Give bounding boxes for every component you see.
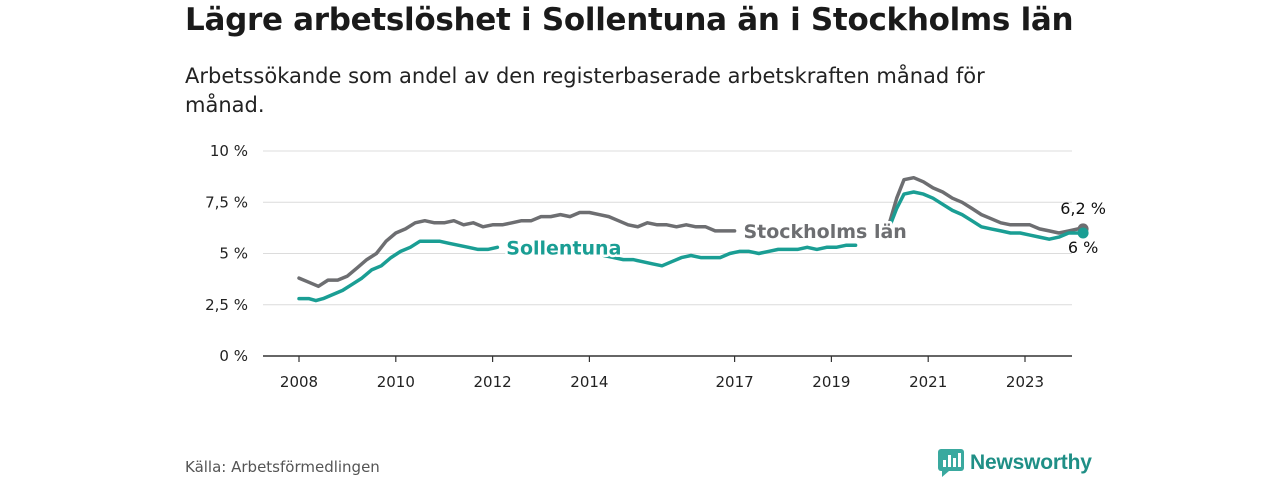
series-line-stockholms-lan [297, 210, 737, 289]
x-tick-label: 2019 [812, 373, 850, 391]
y-tick-label: 5 % [219, 245, 248, 263]
x-tick-label: 2012 [474, 373, 512, 391]
series-line-sollentuna [602, 243, 858, 268]
series-label: Stockholms län [743, 221, 906, 243]
end-value-label: 6,2 % [1060, 199, 1106, 218]
end-value-label: 6 % [1068, 238, 1098, 257]
source-note: Källa: Arbetsförmedlingen [185, 458, 380, 476]
series-line-sollentuna [297, 239, 500, 303]
newsworthy-icon [938, 449, 964, 477]
chart-title: Lägre arbetslöshet i Sollentuna än i Sto… [185, 2, 1074, 38]
x-tick-label: 2014 [570, 373, 608, 391]
series-label: Sollentuna [506, 237, 621, 259]
x-tick-label: 2008 [280, 373, 318, 391]
chart-subtitle: Arbetssökande som andel av den registerb… [185, 64, 985, 117]
y-tick-label: 7,5 % [205, 193, 248, 211]
series-line-sollentuna [887, 190, 1085, 241]
y-tick-label: 2,5 % [205, 296, 248, 314]
y-axis-ticks: 0 % 2,5 % 5 % 7,5 % 10 % [205, 142, 248, 365]
gridlines [263, 150, 1072, 306]
brand-name: Newsworthy [970, 451, 1092, 474]
x-tick-label: 2017 [716, 373, 754, 391]
end-point-marker [1077, 227, 1089, 239]
x-tick-label: 2023 [1006, 373, 1044, 391]
series-line-stockholms-lan [887, 175, 1085, 235]
series-labels: 6,2 % 6 % Stockholms län Sollentuna [504, 199, 1106, 262]
x-tick-label: 2010 [377, 373, 415, 391]
y-tick-label: 0 % [219, 347, 248, 365]
series-lines [297, 175, 1089, 303]
y-tick-label: 10 % [210, 142, 248, 160]
x-axis: 2008 2010 2012 2014 2017 2019 2021 2023 [263, 355, 1072, 391]
newsworthy-logo: Newsworthy [938, 449, 1092, 477]
x-tick-label: 2021 [909, 373, 947, 391]
